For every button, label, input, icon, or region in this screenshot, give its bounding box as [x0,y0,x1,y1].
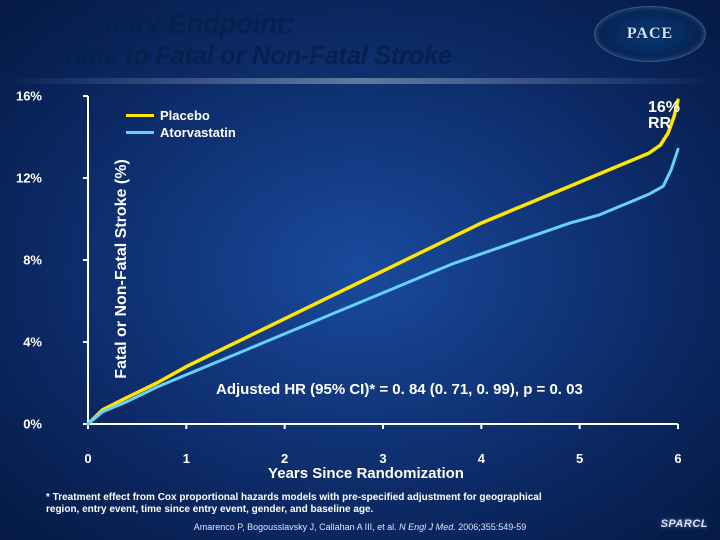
y-tick-label: 8% [6,253,42,268]
heading-divider [0,78,720,84]
citation-journal: N Engl J Med. [399,522,456,532]
pace-logo: PACE [594,6,706,62]
citation: Amarenco P, Bogousslavsky J, Callahan A … [0,522,720,532]
y-tick-label: 0% [6,417,42,432]
y-tick-label: 4% [6,335,42,350]
rr-label: 16% RR [648,100,680,132]
citation-post: 2006;355:549-59 [456,522,527,532]
subtitle: Time to Fatal or Non-Fatal Stroke [60,40,452,71]
legend-label: Placebo [160,108,210,123]
legend-swatch-placebo [126,114,154,117]
rr-suffix: RR [648,115,671,132]
x-tick-label: 0 [84,451,91,466]
x-tick-label: 6 [674,451,681,466]
x-tick-label: 5 [576,451,583,466]
legend-swatch-atorvastatin [126,131,154,134]
slide: PACE Primary Endpoint: Time to Fatal or … [0,0,720,540]
x-tick-label: 3 [379,451,386,466]
x-tick-label: 4 [478,451,485,466]
legend: Placebo Atorvastatin [126,108,236,142]
x-tick-label: 1 [183,451,190,466]
citation-pre: Amarenco P, Bogousslavsky J, Callahan A … [194,522,399,532]
legend-item: Atorvastatin [126,125,236,140]
y-tick-label: 12% [6,171,42,186]
hr-text: Adjusted HR (95% CI)* = 0. 84 (0. 71, 0.… [216,381,583,398]
x-axis-label: Years Since Randomization [46,465,686,482]
title: Primary Endpoint: [60,8,294,40]
sparcl-logo: SPARCL [661,518,708,530]
rr-value: 16% [648,99,680,116]
legend-item: Placebo [126,108,236,123]
legend-label: Atorvastatin [160,125,236,140]
y-tick-label: 16% [6,89,42,104]
pace-logo-text: PACE [627,25,673,43]
x-tick-label: 2 [281,451,288,466]
footnote: * Treatment effect from Cox proportional… [46,492,576,516]
chart: Fatal or Non-Fatal Stroke (%) Placebo At… [46,90,686,448]
